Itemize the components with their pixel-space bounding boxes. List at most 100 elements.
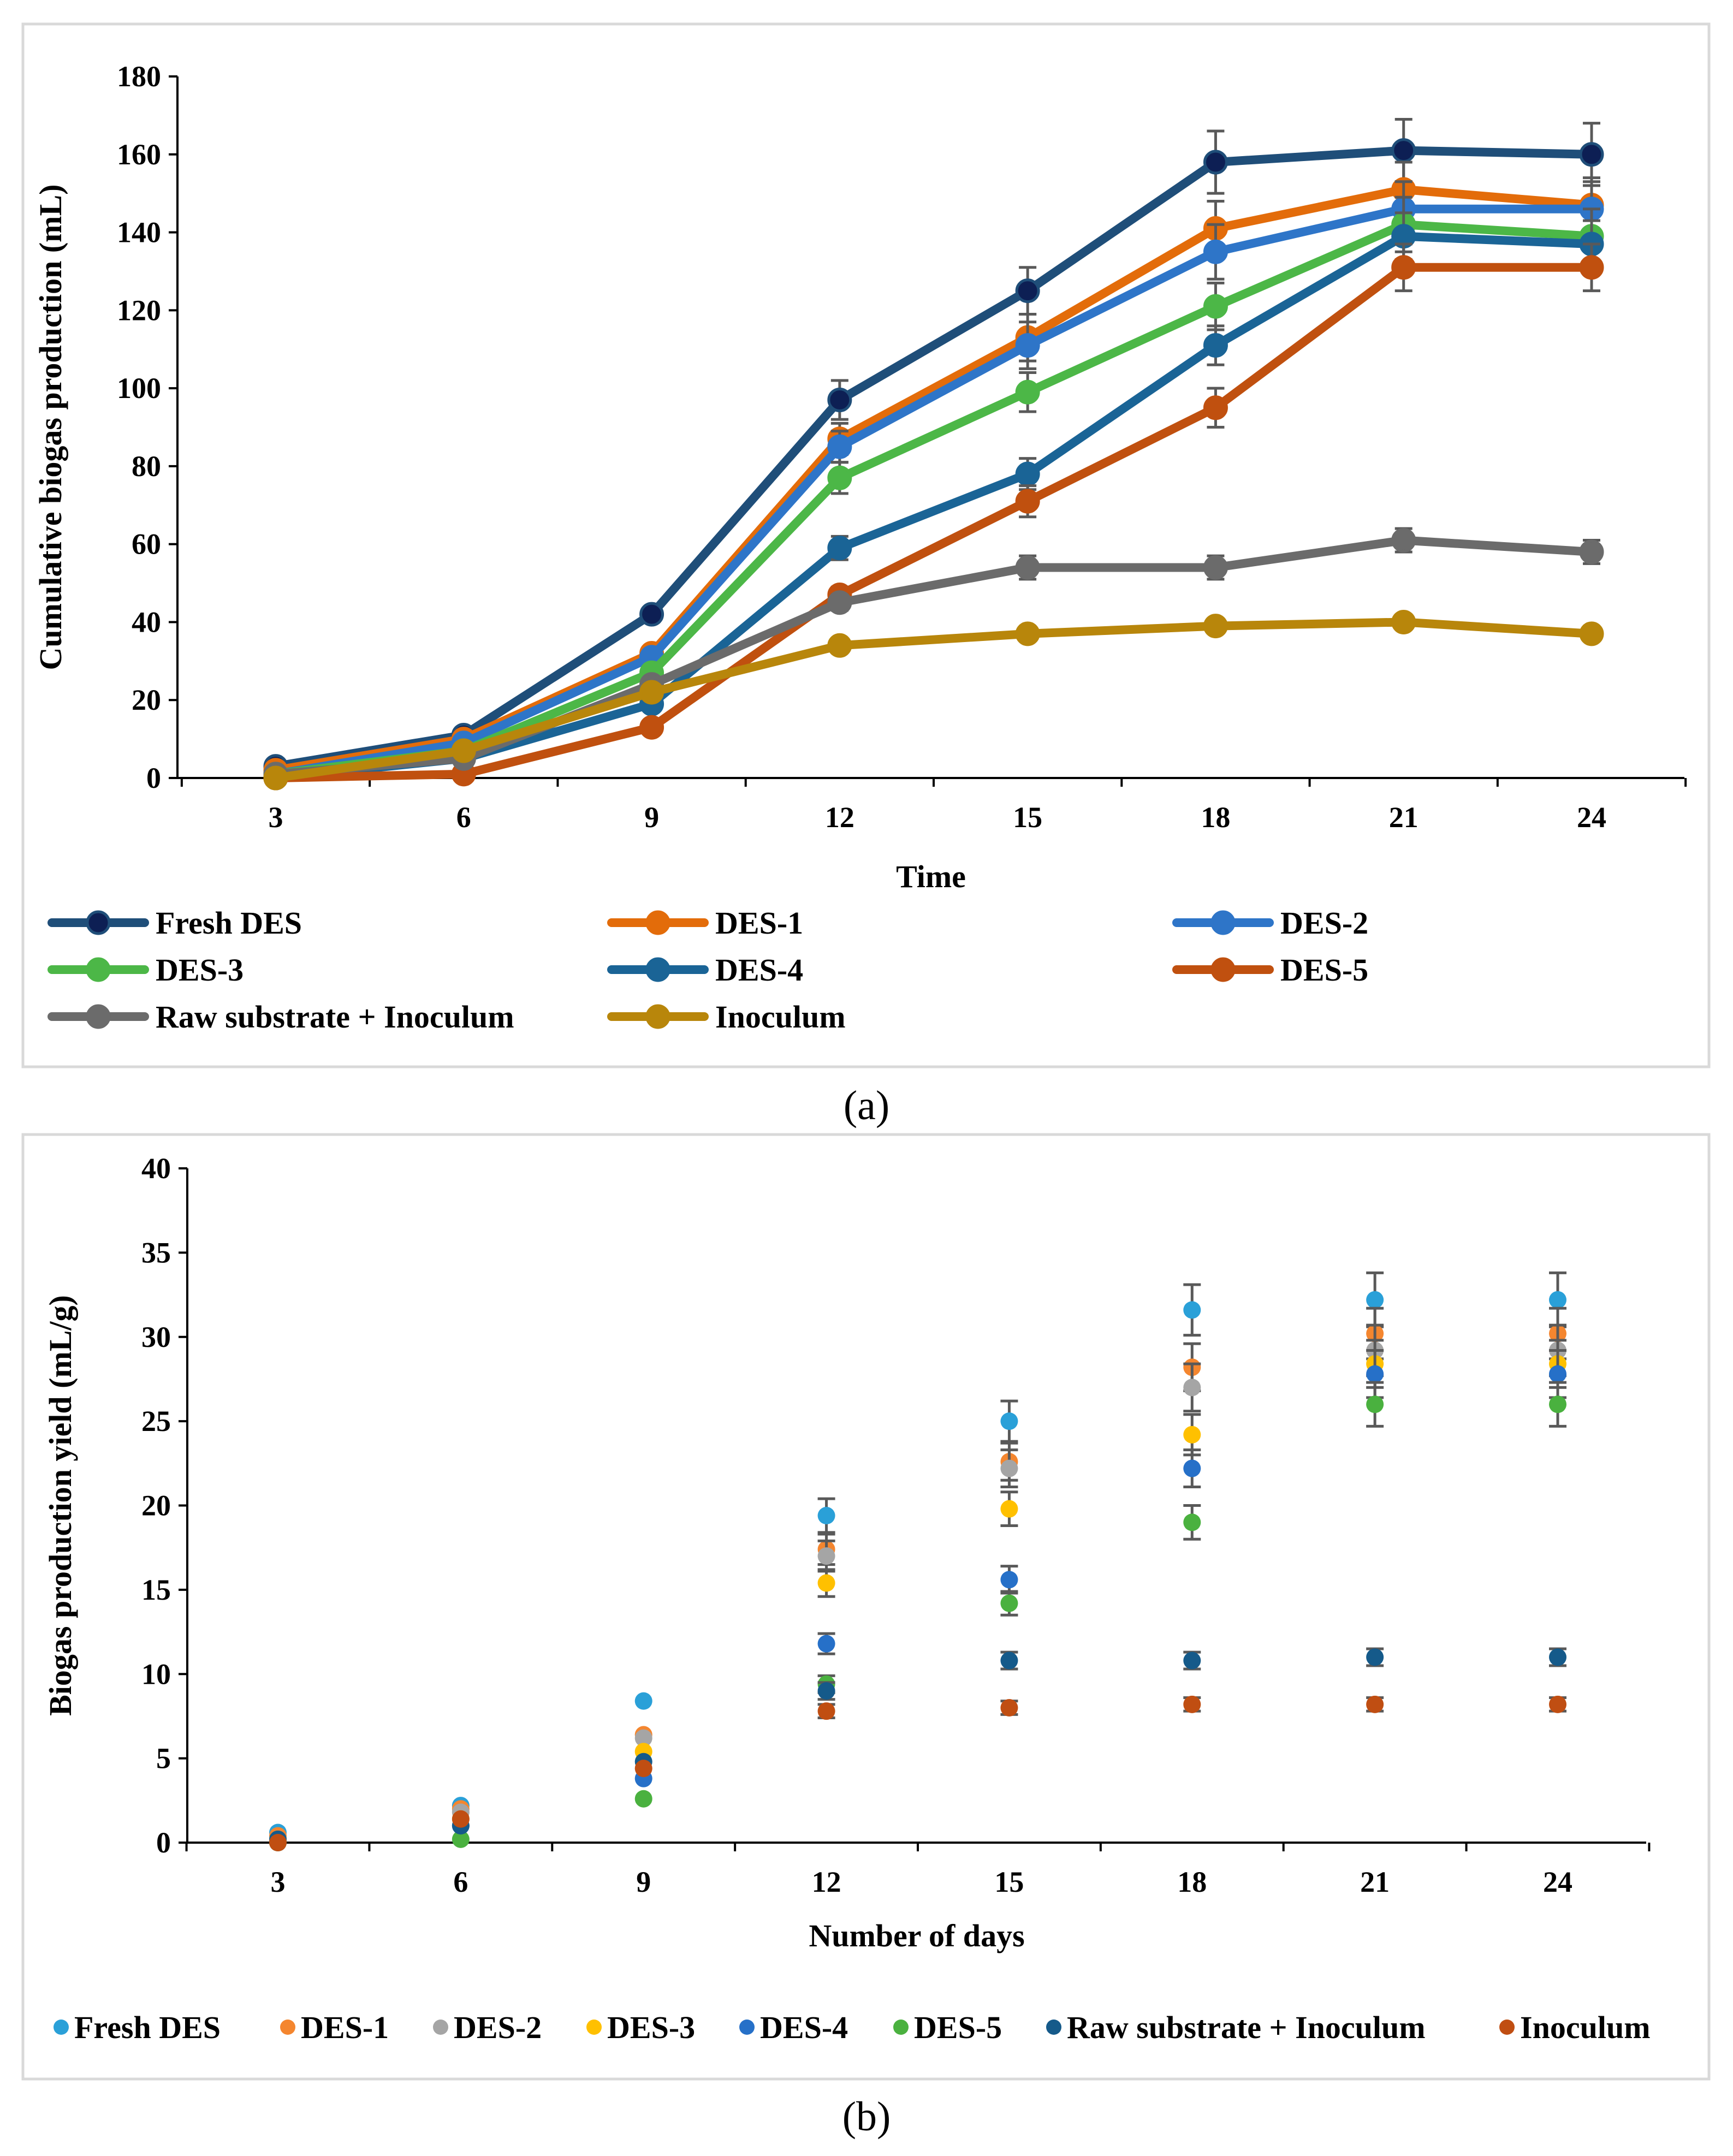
data-point — [269, 1834, 287, 1851]
y-tick-label: 5 — [156, 1742, 171, 1775]
legend-item: Raw substrate + Inoculum — [48, 999, 514, 1035]
legend-swatch-marker — [433, 2020, 448, 2035]
legend-label: DES-4 — [760, 2010, 848, 2045]
y-tick-label: 160 — [117, 138, 161, 171]
data-point — [1183, 1426, 1201, 1444]
data-point — [827, 465, 852, 490]
series-fresh-des — [269, 1271, 1566, 1842]
legend-label: DES-1 — [715, 905, 803, 941]
series-line — [271, 204, 1596, 779]
data-point — [452, 1810, 470, 1828]
series-des-5 — [269, 1381, 1566, 1851]
data-point — [634, 1692, 652, 1710]
data-point — [1015, 489, 1040, 514]
data-point — [817, 1547, 835, 1565]
legend-swatch-marker — [739, 2020, 755, 2035]
data-point — [1203, 294, 1228, 319]
legend-item: DES-3 — [48, 952, 244, 988]
data-point — [1366, 1365, 1384, 1383]
data-point — [452, 1830, 470, 1848]
data-point — [1015, 333, 1040, 358]
legend-item: Fresh DES — [48, 905, 302, 941]
legend-label: DES-1 — [301, 2010, 389, 2045]
data-point — [817, 1635, 835, 1653]
data-point — [827, 388, 852, 413]
data-point — [1000, 1412, 1018, 1430]
series-line — [271, 146, 1596, 771]
legend-label: DES-2 — [1280, 905, 1368, 941]
x-tick-label: 9 — [644, 801, 659, 834]
x-axis-title: Number of days — [809, 1918, 1024, 1953]
data-point — [639, 680, 664, 705]
data-point — [1000, 1652, 1018, 1670]
data-point — [827, 434, 852, 459]
panel-b-chart: 0 5 10 15 20 25 30 35 40 3 6 9 12 15 18 21 24 Number of d… — [43, 1152, 1651, 2045]
data-point — [817, 1702, 835, 1720]
legend-label: DES-2 — [454, 2010, 542, 2045]
data-point — [827, 536, 852, 561]
data-point — [1183, 1695, 1201, 1713]
series-inoculum — [263, 609, 1604, 791]
data-point — [1015, 461, 1040, 486]
x-tick-label: 18 — [1201, 801, 1230, 834]
x-tick-label: 18 — [1177, 1866, 1207, 1898]
x-tick-label: 9 — [636, 1866, 651, 1898]
x-tick-label: 24 — [1577, 801, 1606, 834]
data-point — [1391, 255, 1416, 280]
legend-swatch-marker — [586, 2020, 602, 2035]
x-tick-label: 21 — [1360, 1866, 1390, 1898]
series-line — [271, 263, 1596, 782]
legend-swatch-marker — [1210, 910, 1236, 935]
data-point — [817, 1574, 835, 1592]
data-point — [1183, 1652, 1201, 1670]
legend-swatch-marker — [1499, 2020, 1515, 2035]
x-tick-label: 12 — [812, 1866, 841, 1898]
legend-label: DES-3 — [156, 952, 244, 988]
data-point — [1549, 1695, 1566, 1713]
legend-swatch-marker — [1210, 957, 1236, 982]
data-point — [634, 1729, 652, 1747]
data-point — [1549, 1291, 1566, 1309]
x-tick-label: 3 — [271, 1866, 286, 1898]
data-point — [1366, 1648, 1384, 1666]
legend: Fresh DES DES-1 DES-2 DES-3 DES-4 DES-5 Raw su… — [48, 905, 1368, 1035]
x-axis-title: Time — [896, 859, 966, 894]
y-axis-title: Biogas production yield (mL/g) — [43, 1295, 78, 1716]
data-point — [1203, 555, 1228, 580]
data-point — [1015, 278, 1040, 304]
data-point — [1203, 395, 1228, 420]
series-line — [271, 536, 1596, 779]
legend-item: DES-1 — [280, 2010, 389, 2045]
x-tick-label: 21 — [1389, 801, 1419, 834]
data-point — [1391, 138, 1416, 163]
data-point — [1391, 528, 1416, 553]
data-point — [1549, 1395, 1566, 1413]
data-point — [1203, 333, 1228, 358]
data-point — [1203, 239, 1228, 264]
y-tick-label: 20 — [141, 1489, 171, 1522]
x-tick-label: 15 — [994, 1866, 1024, 1898]
data-point — [1549, 1365, 1566, 1383]
series-des-4 — [269, 1349, 1566, 1851]
y-tick-label: 80 — [132, 450, 161, 483]
legend-label: Raw substrate + Inoculum — [1067, 2010, 1426, 2045]
data-point — [1183, 1459, 1201, 1477]
y-tick-label: 15 — [141, 1573, 171, 1606]
data-point — [1000, 1571, 1018, 1589]
x-tick-label: 15 — [1013, 801, 1042, 834]
legend-swatch-marker — [86, 910, 111, 935]
data-point — [263, 765, 288, 791]
legend-item: Raw substrate + Inoculum — [1046, 2010, 1426, 2045]
data-point — [1579, 621, 1604, 646]
legend-swatch-marker — [280, 2020, 295, 2035]
legend-item: DES-5 — [893, 2010, 1002, 2045]
legend-label: Raw substrate + Inoculum — [156, 999, 514, 1035]
data-point — [1366, 1291, 1384, 1309]
data-point — [1366, 1395, 1384, 1413]
legend-item: DES-2 — [433, 2010, 542, 2045]
legend-item: Inoculum — [607, 999, 846, 1035]
legend-label: Inoculum — [1520, 2010, 1651, 2045]
data-point — [1183, 1301, 1201, 1319]
legend-swatch-marker — [1046, 2020, 1061, 2035]
